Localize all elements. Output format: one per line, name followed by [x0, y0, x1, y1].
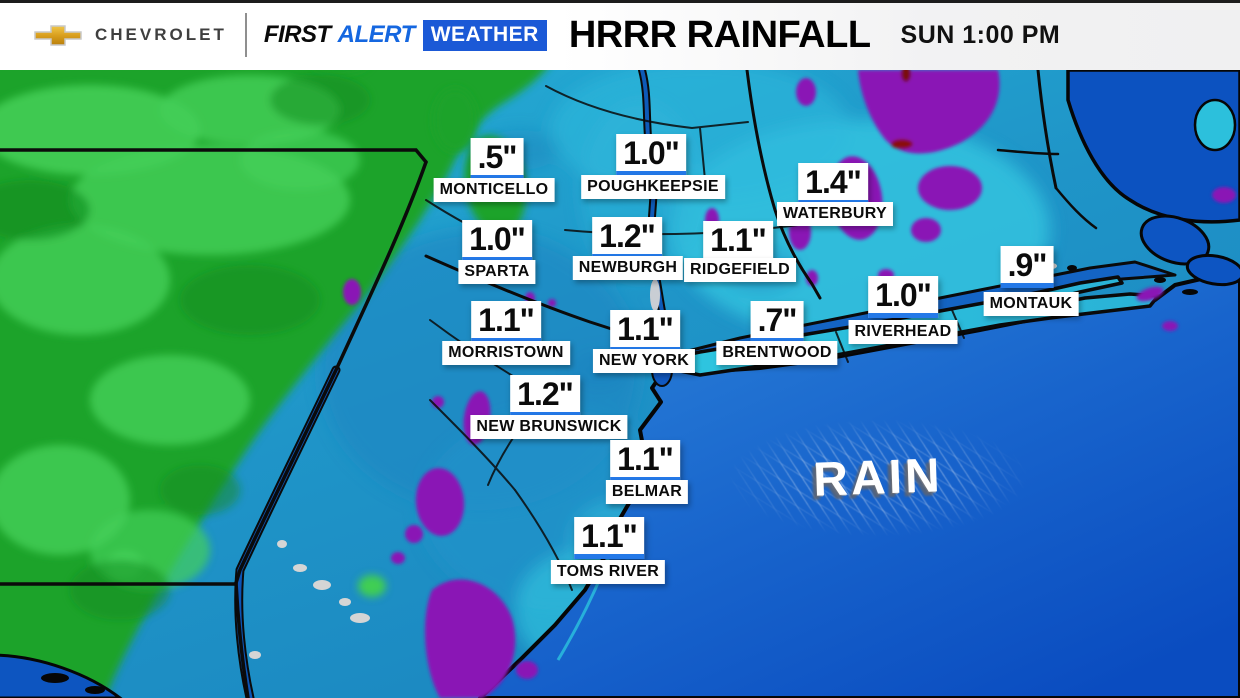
- state-borders: [0, 70, 1098, 698]
- radar-map-svg: [0, 70, 1240, 698]
- northeast-coastal-water: [1066, 70, 1240, 295]
- page-title: HRRR RAINFALL: [568, 13, 871, 56]
- gray-patches: [249, 253, 1057, 659]
- sponsor-lockup: CHEVROLET: [33, 20, 227, 50]
- header-divider: [244, 13, 247, 57]
- rainfall-map: [0, 70, 1240, 698]
- rain-scratch-texture: [728, 419, 1028, 537]
- brand-first: FIRST: [263, 21, 331, 48]
- brand-weather-badge: WEATHER: [422, 19, 547, 51]
- header-bar: CHEVROLET FIRST ALERT WEATHER HRRR RAINF…: [0, 0, 1240, 70]
- rain-annotation: RAIN: [812, 449, 944, 507]
- chevrolet-bowtie-icon: [34, 25, 82, 46]
- top-border: [0, 0, 1240, 3]
- green-mottling: [0, 75, 370, 620]
- brand-alert: ALERT: [337, 21, 416, 48]
- green-rain-region: [0, 70, 546, 698]
- first-alert-weather-logo: FIRST ALERT WEATHER: [263, 19, 547, 51]
- sponsor-name: CHEVROLET: [95, 25, 227, 44]
- timestamp: SUN 1:00 PM: [900, 20, 1061, 49]
